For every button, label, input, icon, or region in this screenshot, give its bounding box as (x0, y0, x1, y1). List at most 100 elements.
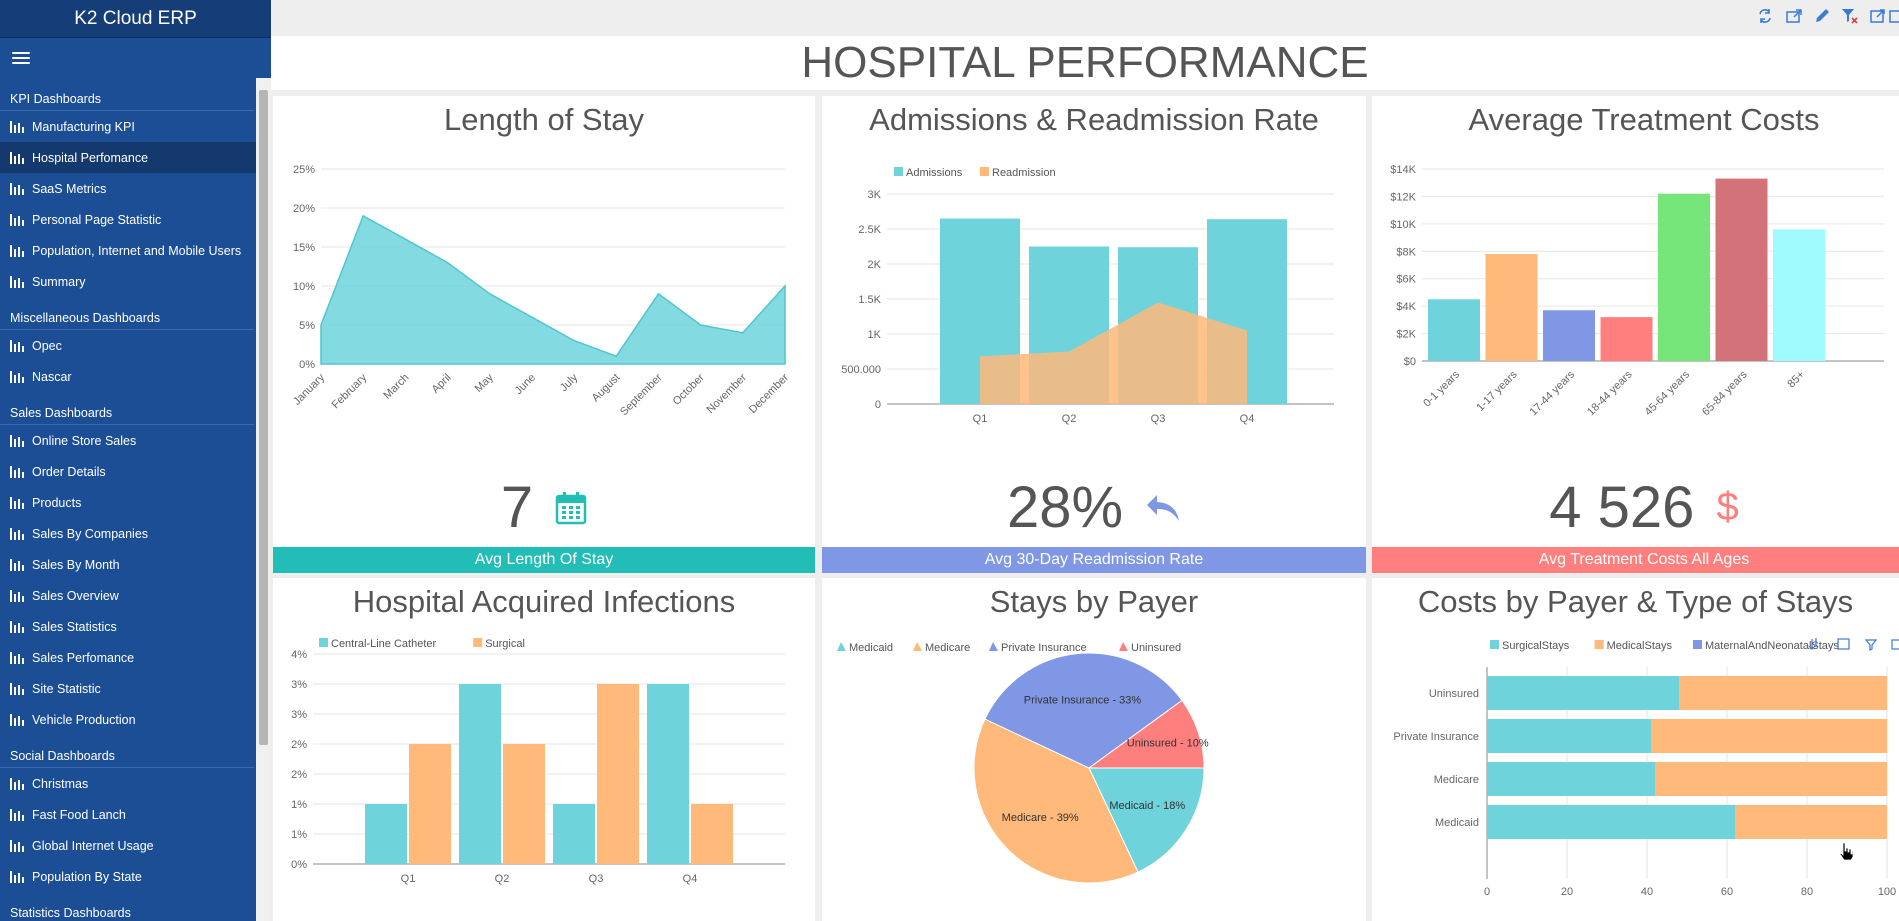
bar-chart-icon (10, 682, 24, 695)
sidebar-item[interactable]: Opec (0, 330, 256, 361)
bar (1658, 193, 1710, 361)
sidebar-item-label: Fast Food Lanch (32, 807, 126, 822)
menu-toggle-button[interactable] (0, 38, 271, 78)
x-tick-label: September (618, 371, 665, 418)
sidebar-item[interactable]: Sales By Month (0, 549, 256, 580)
sidebar-item[interactable]: Site Statistic (0, 673, 256, 704)
legend-label: Private Insurance (1001, 642, 1087, 654)
x-tick-label: October (671, 371, 707, 407)
bar-chart-icon (10, 839, 24, 852)
bar-chart-icon (10, 620, 24, 633)
sidebar-item[interactable]: Vehicle Production (0, 704, 256, 735)
x-tick-label: April (430, 372, 454, 396)
sidebar-item[interactable]: Summary (0, 266, 256, 297)
edit-icon[interactable] (1813, 8, 1831, 24)
sidebar-item[interactable]: Hospital Perfomance (0, 142, 256, 173)
export-icon[interactable] (1785, 8, 1803, 24)
sidebar-item-label: Sales Statistics (32, 619, 117, 634)
y-tick-label: 1.5K (858, 294, 881, 306)
sidebar-item[interactable]: Manufacturing KPI (0, 111, 256, 142)
y-tick-label: 2% (291, 769, 307, 781)
sidebar-item[interactable]: Population, Internet and Mobile Users (0, 235, 256, 266)
sidebar-nav: KPI Dashboards Manufacturing KPI Hospital … (0, 78, 256, 921)
sidebar-item[interactable]: Products (0, 487, 256, 518)
bar-chart-icon (10, 808, 24, 821)
fullscreen-icon[interactable] (1869, 8, 1887, 24)
x-tick-label: May (473, 371, 497, 395)
sidebar-item-label: Nascar (32, 369, 72, 384)
sidebar-scrollbar-thumb[interactable] (259, 90, 268, 745)
x-tick-label: June (513, 372, 538, 397)
sidebar-item-label: Sales Overview (32, 588, 119, 603)
sidebar-item[interactable]: SaaS Metrics (0, 173, 256, 204)
top-toolbar (271, 0, 1899, 34)
sidebar-item[interactable]: Nascar (0, 361, 256, 392)
sidebar-item-label: Order Details (32, 464, 106, 479)
page-title: HOSPITAL PERFORMANCE (271, 36, 1899, 90)
legend-swatch (319, 638, 328, 647)
sidebar-item[interactable]: Fast Food Lanch (0, 799, 256, 830)
chart-admissions: Admissions Readmission 0 500.000 1K 1.5K 2K 2.5… (841, 167, 1334, 425)
bar-chart-icon (10, 777, 24, 790)
y-tick-label: $12K (1390, 191, 1416, 203)
bar (459, 684, 501, 864)
filter-icon (1864, 639, 1878, 651)
bar-chart-icon (10, 213, 24, 226)
panel-title: Hospital Acquired Infections (352, 584, 736, 619)
bar-chart-icon (10, 496, 24, 509)
x-tick-label: 0 (1484, 886, 1490, 898)
sidebar-item[interactable]: Global Internet Usage (0, 830, 256, 861)
bar-chart-icon (10, 151, 24, 164)
legend-label: MedicalStays (1607, 640, 1673, 652)
bar-chart-icon (10, 339, 24, 352)
refresh-icon[interactable] (1756, 8, 1774, 24)
y-tick-label: 15% (293, 242, 315, 254)
y-tick-label: 4% (291, 649, 307, 661)
sidebar-item[interactable]: Order Details (0, 456, 256, 487)
sidebar-item[interactable]: Sales Overview (0, 580, 256, 611)
more-icon[interactable] (1889, 8, 1899, 24)
sidebar-item[interactable]: Christmas (0, 768, 256, 799)
clear-filter-icon[interactable] (1841, 8, 1859, 24)
panel-length-of-stay: Length of Stay 0% 5% 10% 15% 20% 25% January Fe… (273, 96, 815, 573)
app-title: K2 Cloud ERP (0, 0, 271, 38)
sidebar-item-label: Christmas (32, 776, 89, 791)
x-tick-label: February (330, 371, 370, 411)
sidebar-item[interactable]: Population By State (0, 861, 256, 892)
sidebar-item[interactable]: Sales By Companies (0, 518, 256, 549)
kpi-value: 4 526 (1549, 475, 1695, 540)
y-tick-label: 3% (291, 709, 307, 721)
kpi-value: 7 (500, 475, 534, 540)
bar-segment (1487, 676, 1679, 710)
bar-chart-icon (10, 527, 24, 540)
panel-title: Admissions & Readmission Rate (869, 102, 1319, 137)
bar-segment (1679, 676, 1887, 710)
y-tick-label: 2K (868, 259, 882, 271)
legend-label: Medicaid (849, 642, 893, 654)
sidebar-item-label: Population By State (32, 869, 142, 884)
sidebar-item[interactable]: Personal Page Statistic (0, 204, 256, 235)
sidebar-item-label: Site Statistic (32, 681, 101, 696)
bar (1715, 178, 1768, 361)
chart-stays-by-payer: Medicaid Medicare Private Insurance Uninsur… (837, 642, 1209, 884)
sidebar-item-label: Sales By Month (32, 557, 120, 572)
legend-swatch (837, 642, 846, 651)
bar-segment (1735, 805, 1887, 839)
y-tick-label: 20% (293, 203, 315, 215)
sidebar-group-title: KPI Dashboards (0, 78, 254, 111)
y-tick-label: $6K (1396, 274, 1416, 286)
bar-chart-icon (10, 120, 24, 133)
x-tick-label: Q3 (1151, 413, 1166, 425)
legend-swatch (1594, 640, 1604, 649)
y-tick-label: $14K (1390, 164, 1416, 176)
bar (1543, 310, 1595, 361)
bar-chart-icon (10, 589, 24, 602)
sidebar-item[interactable]: Online Store Sales (0, 425, 256, 456)
panel-infections: Hospital Acquired Infections Central-Lin… (273, 578, 815, 921)
sidebar-item[interactable]: Sales Perfomance (0, 642, 256, 673)
bar-segment (1487, 762, 1655, 796)
sidebar: K2 Cloud ERP KPI Dashboards Manufacturing… (0, 0, 271, 921)
sidebar-item[interactable]: Sales Statistics (0, 611, 256, 642)
reply-all-icon (1147, 494, 1180, 521)
sidebar-group-title: Sales Dashboards (0, 392, 254, 425)
